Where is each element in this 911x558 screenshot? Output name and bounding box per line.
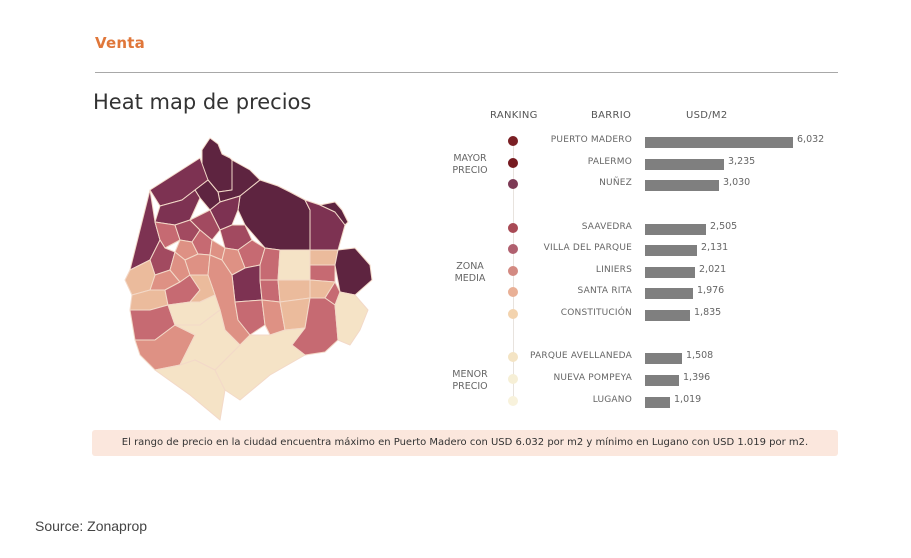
- price-bar: [645, 159, 724, 170]
- price-value-label: 1,396: [683, 372, 711, 383]
- price-bar: [645, 397, 670, 408]
- barrio-label: VILLA DEL PARQUE: [543, 243, 632, 253]
- price-bar: [645, 245, 697, 256]
- rank-dot: [508, 309, 518, 319]
- price-bar: [645, 180, 719, 191]
- group-label-line: PRECIO: [452, 381, 488, 392]
- rank-dot: [508, 287, 518, 297]
- barrio-label: CONSTITUCIÓN: [560, 308, 632, 318]
- map-region-monserrat: [277, 249, 311, 281]
- price-value-label: 2,131: [701, 242, 729, 253]
- section-label: Venta: [95, 34, 145, 52]
- group-label-line: MEDIA: [454, 273, 486, 284]
- map-region-parque-patricios: [234, 299, 266, 336]
- map-region-lugano: [214, 327, 306, 401]
- rank-dot: [508, 374, 518, 384]
- price-bar: [645, 310, 690, 321]
- price-bar: [645, 375, 679, 386]
- map-region-retiro: [319, 201, 349, 226]
- group-label-line: MAYOR: [453, 153, 487, 164]
- price-value-label: 1,508: [686, 350, 714, 361]
- summary-note: El rango de precio en la ciudad encuentr…: [92, 430, 838, 456]
- choropleth-map: [124, 137, 373, 421]
- map-region-puerto-madero: [334, 247, 373, 296]
- group-label-line: MENOR: [452, 369, 488, 380]
- group-label-media: ZONA MEDIA: [445, 261, 495, 285]
- divider: [95, 72, 838, 73]
- group-label-line: ZONA: [456, 261, 484, 272]
- group-label-line: PRECIO: [452, 165, 488, 176]
- price-value-label: 1,976: [697, 285, 725, 296]
- barrio-label: NUÑEZ: [599, 178, 632, 188]
- rank-dot: [508, 266, 518, 276]
- rank-dot: [508, 179, 518, 189]
- barrio-label: NUEVA POMPEYA: [553, 373, 632, 383]
- price-value-label: 2,505: [710, 221, 738, 232]
- price-value-label: 3,030: [723, 177, 751, 188]
- price-value-label: 1,835: [694, 307, 722, 318]
- rank-dot: [508, 223, 518, 233]
- group-label-mayor: MAYOR PRECIO: [445, 153, 495, 177]
- barrio-label: PUERTO MADERO: [550, 135, 632, 145]
- price-bar: [645, 137, 793, 148]
- price-value-label: 1,019: [674, 394, 702, 405]
- price-bar: [645, 288, 693, 299]
- rank-dot: [508, 396, 518, 406]
- rank-dot: [508, 244, 518, 254]
- map-region-costanera: [334, 291, 369, 346]
- group-label-menor: MENOR PRECIO: [445, 369, 495, 393]
- source-label: Source: Zonaprop: [35, 518, 148, 534]
- price-bar: [645, 353, 682, 364]
- barrio-label: SANTA RITA: [577, 286, 632, 296]
- map-region-chacarita: [189, 209, 221, 241]
- rank-dot: [508, 158, 518, 168]
- map-region-san-nicolas: [309, 249, 339, 266]
- column-header-ranking: RANKING: [490, 110, 538, 121]
- barrio-label: LINIERS: [595, 265, 632, 275]
- page-title: Heat map de precios: [93, 90, 312, 114]
- barrio-label: SAAVEDRA: [581, 222, 632, 232]
- column-header-usd: USD/M2: [686, 110, 728, 121]
- barrio-label: PARQUE AVELLANEDA: [529, 351, 632, 361]
- map-region-san-telmo: [309, 264, 336, 283]
- price-bar: [645, 267, 695, 278]
- price-value-label: 3,235: [728, 156, 756, 167]
- price-value-label: 6,032: [797, 134, 825, 145]
- price-bar: [645, 224, 706, 235]
- rank-dot: [508, 352, 518, 362]
- barrio-label: LUGANO: [592, 395, 632, 405]
- rank-dot: [508, 136, 518, 146]
- barrio-label: PALERMO: [587, 157, 632, 167]
- map-region-san-cristobal: [259, 279, 281, 303]
- column-header-barrio: BARRIO: [591, 110, 632, 121]
- price-value-label: 2,021: [699, 264, 727, 275]
